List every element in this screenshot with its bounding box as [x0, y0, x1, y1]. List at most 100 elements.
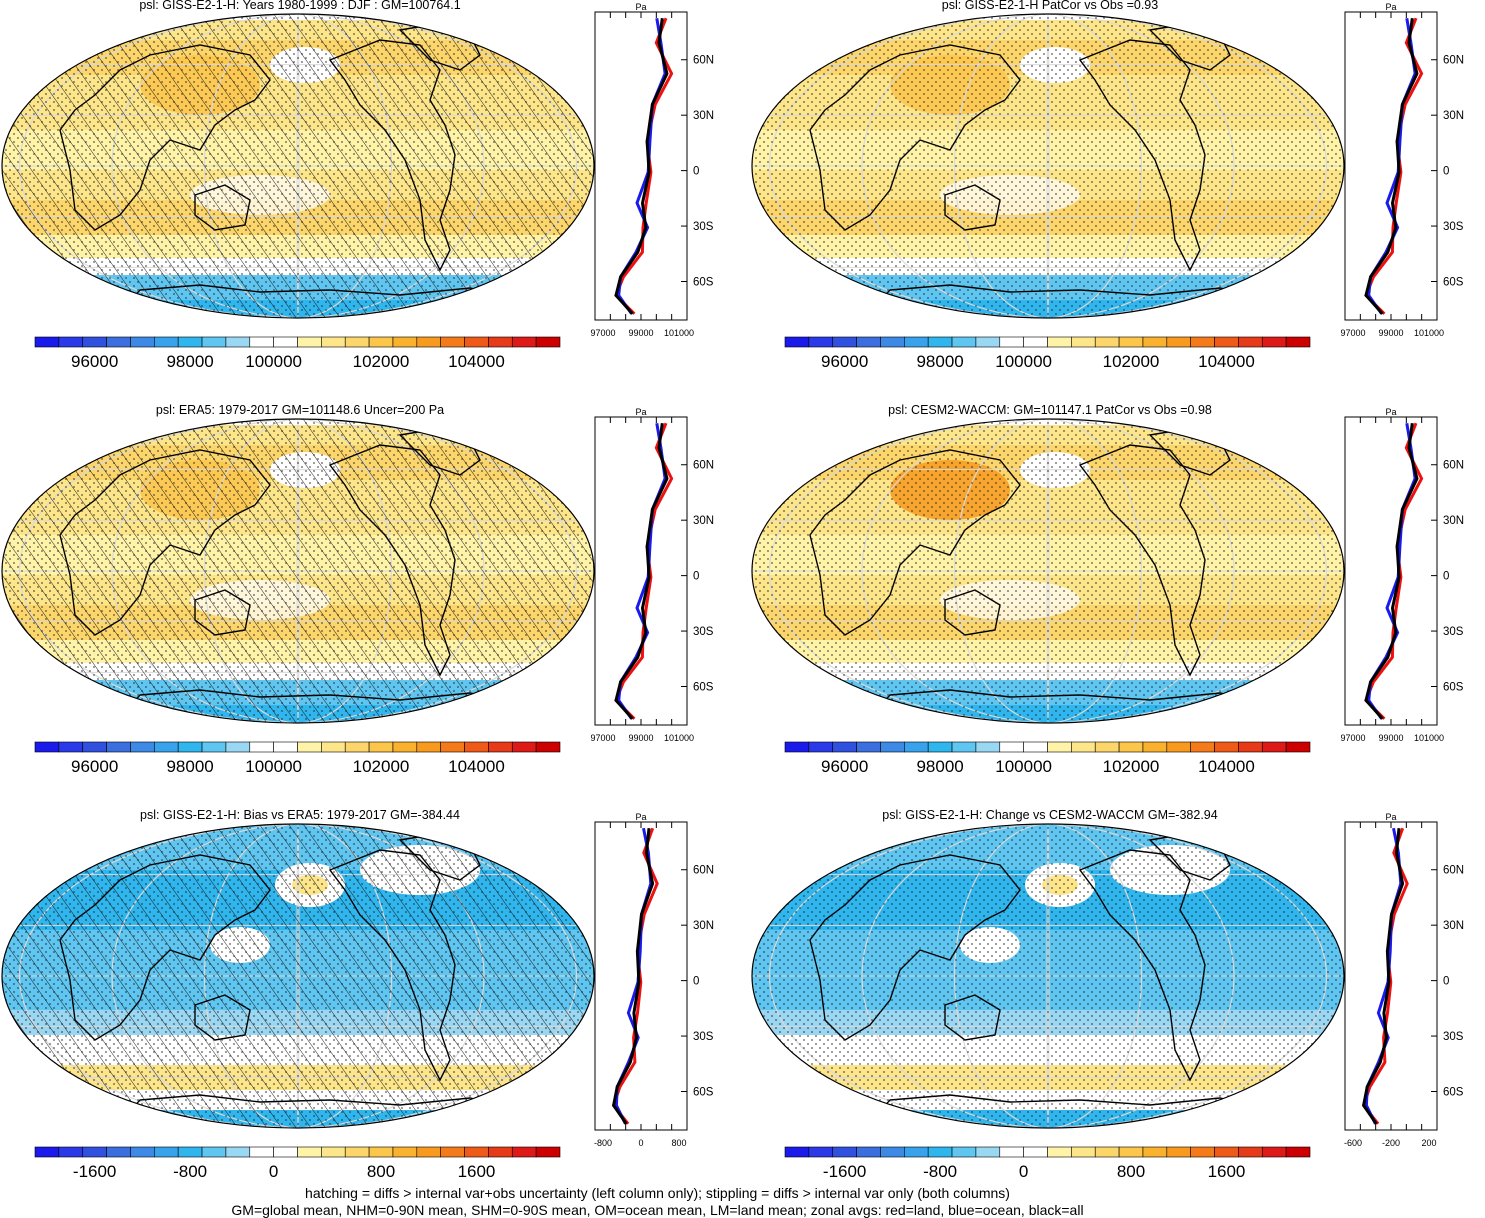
lat-label: 60S — [693, 277, 714, 289]
colorbar-label: 102000 — [1103, 352, 1160, 371]
colorbar-label: 0 — [269, 1162, 278, 1181]
lat-label: 60N — [693, 55, 714, 67]
map-title: psl: CESM2-WACCM: GM=101147.1 PatCor vs … — [888, 403, 1212, 417]
lat-label: 60N — [693, 865, 714, 877]
lat-label: 30S — [693, 221, 714, 233]
panel-6: psl: GISS-E2-1-H: Change vs CESM2-WACCM … — [750, 808, 1485, 1190]
zonal-mean-plot: Pa 60N 30N 0 30S 60S -800 0 800 — [594, 812, 714, 1148]
lat-label: 30S — [1443, 1031, 1464, 1043]
panel-graphic: Pa 60N 30N 0 30S 60S -800 0 800 -1600 -800 0 800 1600 — [1, 812, 714, 1181]
lat-label: 30N — [1443, 110, 1464, 122]
zonal-tick-label: -600 — [1344, 1138, 1362, 1148]
colorbar-label: -800 — [923, 1162, 957, 1181]
lat-label: 30N — [693, 515, 714, 527]
lat-label: 0 — [693, 166, 699, 178]
panel-graphic: Pa 60N 30N 0 30S 60S -600 -200 200 -1600 -800 0 800 1… — [751, 812, 1464, 1181]
panel-graphic: Pa 60N 30N 0 30S 60S 97000 99000 101000 96000 9800… — [1, 2, 714, 371]
panel-graphic: Pa 60N 30N 0 30S 60S 97000 99000 101000 96000 9800… — [751, 407, 1464, 776]
colorbar-label: 104000 — [1198, 352, 1255, 371]
lat-label: 60N — [1443, 865, 1464, 877]
colorbar: 96000 98000 100000 102000 104000 — [34, 741, 561, 776]
lat-label: 30N — [693, 110, 714, 122]
lat-label: 0 — [693, 571, 699, 583]
colorbar-label: 98000 — [916, 352, 963, 371]
lat-label: 60N — [1443, 460, 1464, 472]
panel-4: psl: CESM2-WACCM: GM=101147.1 PatCor vs … — [750, 403, 1485, 785]
colorbar-label: 102000 — [353, 757, 410, 776]
lat-label: 30S — [693, 626, 714, 638]
colorbar-label: 1600 — [1208, 1162, 1246, 1181]
colorbar-label: 96000 — [71, 757, 118, 776]
colorbar-label: -1600 — [73, 1162, 116, 1181]
panel-3: psl: ERA5: 1979-2017 GM=101148.6 Uncer=2… — [0, 403, 735, 785]
footnote-line-2: GM=global mean, NHM=0-90N mean, SHM=0-90… — [231, 1202, 1084, 1218]
zonal-tick-label: 101000 — [1414, 328, 1444, 338]
zonal-tick-label: 97000 — [590, 328, 615, 338]
colorbar-label: 102000 — [353, 352, 410, 371]
colorbar-label: 104000 — [448, 757, 505, 776]
lat-label: 30S — [1443, 221, 1464, 233]
colorbar-label: 102000 — [1103, 757, 1160, 776]
map-title: psl: GISS-E2-1-H: Bias vs ERA5: 1979-201… — [140, 808, 460, 822]
colorbar-label: 96000 — [821, 352, 868, 371]
zonal-tick-label: 99000 — [1378, 733, 1403, 743]
panel-5: psl: GISS-E2-1-H: Bias vs ERA5: 1979-201… — [0, 808, 735, 1190]
colorbar-label: 0 — [1019, 1162, 1028, 1181]
map-field — [2, 824, 594, 1128]
colorbar-label: 100000 — [995, 757, 1052, 776]
zonal-tick-label: -200 — [1382, 1138, 1400, 1148]
zonal-tick-label: 97000 — [1340, 733, 1365, 743]
map-title: psl: GISS-E2-1-H: Change vs CESM2-WACCM … — [882, 808, 1218, 822]
map-field — [752, 824, 1344, 1128]
colorbar: 96000 98000 100000 102000 104000 — [784, 741, 1311, 776]
colorbar-label: 98000 — [166, 757, 213, 776]
zonal-mean-plot: Pa 60N 30N 0 30S 60S -600 -200 200 — [1344, 812, 1464, 1148]
lat-label: 0 — [1443, 571, 1449, 583]
zonal-unit: Pa — [635, 812, 646, 822]
zonal-mean-plot: Pa 60N 30N 0 30S 60S 97000 99000 101000 — [590, 407, 714, 743]
panel-graphic: Pa 60N 30N 0 30S 60S 97000 99000 101000 96000 9800… — [751, 2, 1464, 371]
zonal-mean-plot: Pa 60N 30N 0 30S 60S 97000 99000 101000 — [590, 2, 714, 338]
lat-label: 60S — [1443, 277, 1464, 289]
colorbar-label: 100000 — [245, 757, 302, 776]
panel-2: psl: GISS-E2-1-H PatCor vs Obs =0.93 Pa 60… — [750, 0, 1485, 380]
lat-label: 0 — [1443, 166, 1449, 178]
zonal-unit: Pa — [635, 2, 646, 12]
lat-label: 60N — [1443, 55, 1464, 67]
zonal-mean-plot: Pa 60N 30N 0 30S 60S 97000 99000 101000 — [1340, 407, 1464, 743]
map-title: psl: GISS-E2-1-H PatCor vs Obs =0.93 — [941, 0, 1159, 12]
zonal-tick-label: 101000 — [664, 328, 694, 338]
colorbar-label: 96000 — [821, 757, 868, 776]
zonal-tick-label: 99000 — [1378, 328, 1403, 338]
zonal-tick-label: -800 — [594, 1138, 612, 1148]
zonal-unit: Pa — [1385, 407, 1396, 417]
zonal-tick-label: 0 — [638, 1138, 643, 1148]
colorbar-label: 100000 — [995, 352, 1052, 371]
colorbar: 96000 98000 100000 102000 104000 — [784, 336, 1311, 371]
zonal-tick-label: 101000 — [664, 733, 694, 743]
colorbar-label: -1600 — [823, 1162, 866, 1181]
colorbar-label: 98000 — [916, 757, 963, 776]
map-field — [752, 14, 1344, 318]
zonal-tick-label: 200 — [1421, 1138, 1436, 1148]
lat-label: 0 — [693, 976, 699, 988]
zonal-tick-label: 97000 — [1340, 328, 1365, 338]
zonal-tick-label: 99000 — [628, 328, 653, 338]
colorbar: -1600 -800 0 800 1600 — [784, 1146, 1311, 1181]
zonal-tick-label: 99000 — [628, 733, 653, 743]
colorbar-label: 104000 — [1198, 757, 1255, 776]
panel-1: psl: GISS-E2-1-H: Years 1980-1999 : DJF … — [0, 0, 735, 380]
zonal-tick-label: 800 — [671, 1138, 686, 1148]
map-field — [2, 419, 594, 723]
lat-label: 60S — [693, 682, 714, 694]
zonal-unit: Pa — [635, 407, 646, 417]
lat-label: 60S — [693, 1087, 714, 1099]
lat-label: 0 — [1443, 976, 1449, 988]
colorbar-label: 1600 — [458, 1162, 496, 1181]
zonal-unit: Pa — [1385, 812, 1396, 822]
lat-label: 60S — [1443, 1087, 1464, 1099]
lat-label: 30N — [1443, 920, 1464, 932]
footnote-line-1: hatching = diffs > internal var+obs unce… — [305, 1185, 1010, 1201]
colorbar: 96000 98000 100000 102000 104000 — [34, 336, 561, 371]
lat-label: 30N — [1443, 515, 1464, 527]
